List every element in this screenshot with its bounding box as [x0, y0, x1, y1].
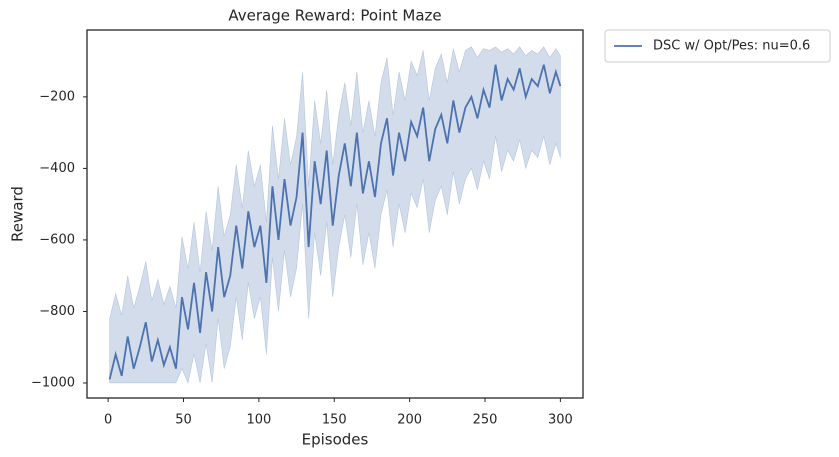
legend-box — [604, 29, 831, 63]
x-axis-label: Episodes — [302, 431, 369, 449]
y-tick-label: −200 — [39, 89, 75, 104]
plot-frame — [86, 29, 584, 399]
y-axis-label: Reward — [9, 186, 27, 242]
x-tick-label: 100 — [246, 413, 271, 428]
chart-title: Average Reward: Point Maze — [228, 7, 441, 25]
x-tick-label: 250 — [473, 413, 498, 428]
confidence-band — [109, 46, 561, 384]
x-tick-label: 200 — [397, 413, 422, 428]
line — [108, 64, 562, 380]
y-tick-label: −400 — [39, 161, 75, 176]
x-tick-label: 300 — [548, 413, 573, 428]
x-tick-label: 50 — [175, 413, 192, 428]
legend-label: DSC w/ Opt/Pes: nu=0.6 — [653, 39, 810, 54]
x-tick-label: 0 — [104, 413, 112, 428]
x-tick-label: 150 — [322, 413, 347, 428]
y-tick-label: −1000 — [31, 375, 75, 390]
y-tick-label: −800 — [39, 304, 75, 319]
y-tick-label: −600 — [39, 232, 75, 247]
